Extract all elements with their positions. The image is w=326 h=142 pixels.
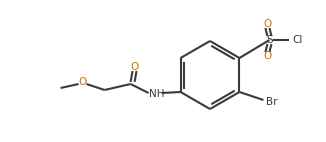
Text: O: O (263, 51, 272, 61)
Text: S: S (266, 35, 273, 45)
Text: Br: Br (266, 97, 277, 107)
Text: O: O (263, 19, 272, 29)
Text: NH: NH (149, 89, 164, 99)
Text: O: O (130, 62, 139, 72)
Text: Cl: Cl (292, 35, 303, 45)
Text: O: O (79, 77, 87, 87)
